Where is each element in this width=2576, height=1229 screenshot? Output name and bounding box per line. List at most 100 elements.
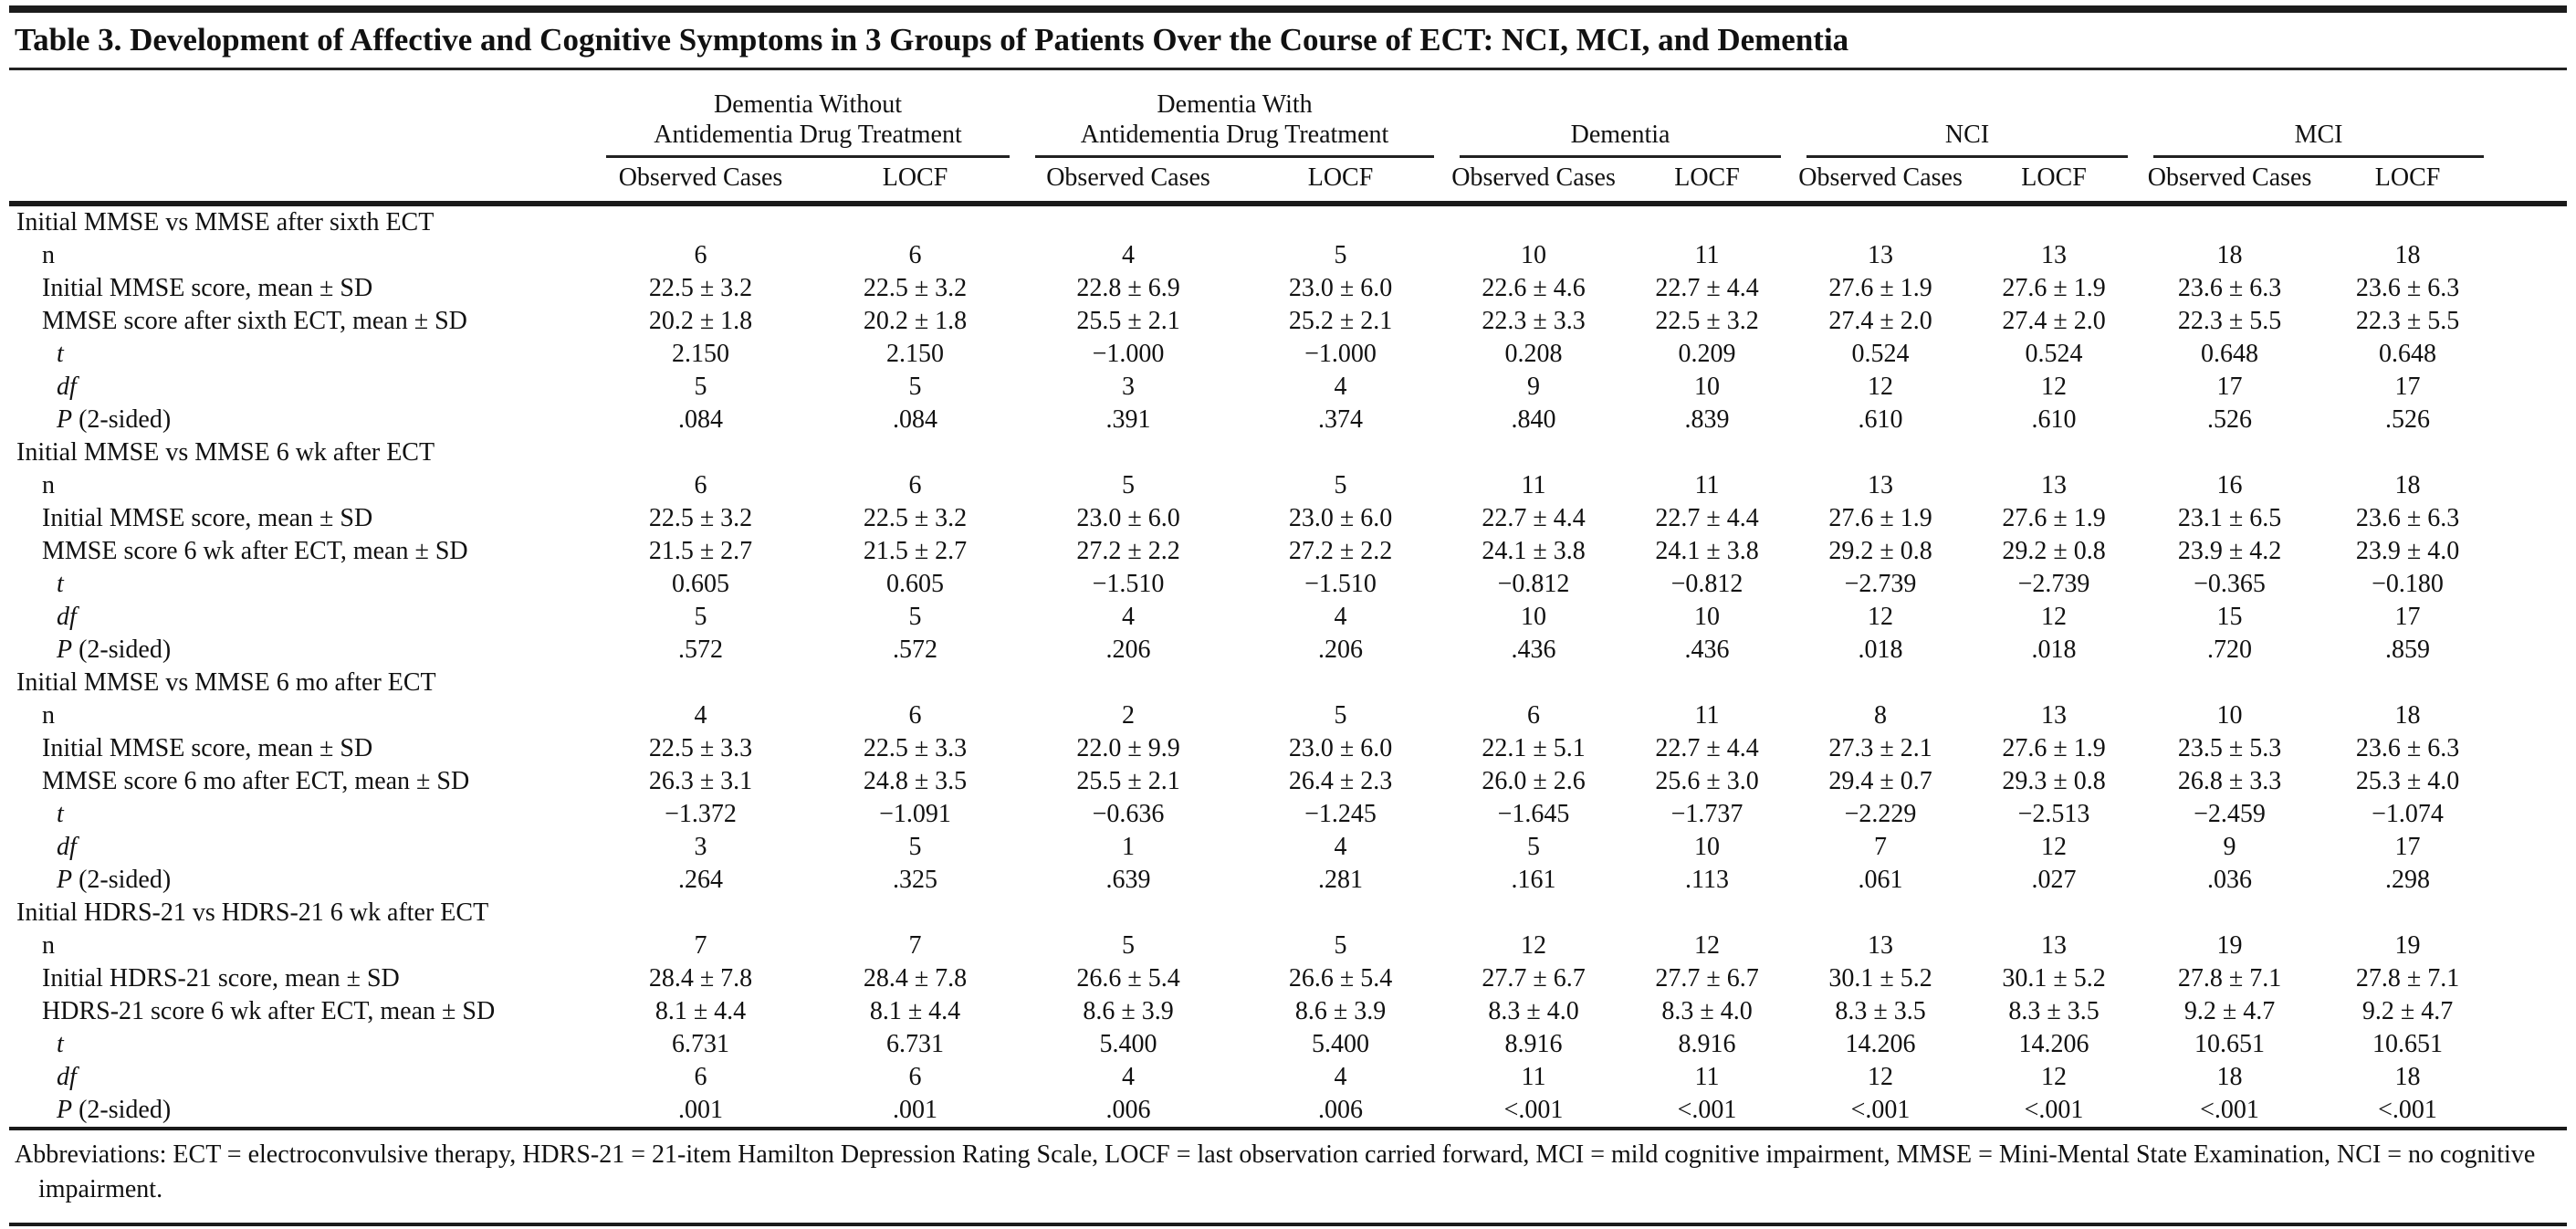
data-row: HDRS-21 score 6 wk after ECT, mean ± SD 8…	[9, 995, 2567, 1028]
value-cell: −2.229	[1844, 799, 1917, 828]
row-label: Initial MMSE score, mean ± SD	[42, 503, 373, 532]
value-cell: 5.400	[1099, 1029, 1157, 1058]
group-label-line2: Antidementia Drug Treatment	[1080, 121, 1389, 150]
value-cell: 8.6 ± 3.9	[1294, 996, 1387, 1025]
value-cell: 27.6 ± 1.9	[2002, 503, 2106, 532]
spacer-cell	[2497, 962, 2567, 995]
value-cell: 18	[2216, 240, 2243, 269]
value-cell: .840	[1511, 404, 1556, 434]
value-cell: 23.9 ± 4.0	[2355, 536, 2460, 565]
value-cell: .526	[2207, 404, 2253, 434]
spacer-cell	[2497, 864, 2567, 897]
value-cell: 18	[2394, 700, 2421, 730]
subheader-observed-cases: Observed Cases	[2141, 158, 2319, 206]
value-cell: 13	[2041, 240, 2068, 269]
value-cell: 0.208	[1504, 339, 1563, 368]
spacer-cell	[2497, 469, 2567, 502]
value-cell: −0.365	[2194, 569, 2266, 598]
value-cell: .281	[1318, 865, 1364, 894]
value-cell: 4	[1122, 1062, 1136, 1091]
value-cell: 27.4 ± 2.0	[2002, 306, 2106, 335]
row-label: df	[57, 1062, 77, 1091]
value-cell: 11	[1694, 470, 1720, 499]
value-cell: 3	[694, 832, 707, 861]
value-cell: −1.000	[1092, 339, 1165, 368]
value-cell: 22.5 ± 3.2	[648, 273, 753, 302]
value-cell: 27.2 ± 2.2	[1288, 536, 1393, 565]
value-cell: 27.6 ± 1.9	[1828, 273, 1932, 302]
value-cell: 12	[2041, 832, 2068, 861]
value-cell: 4	[694, 700, 707, 730]
value-cell: 15	[2216, 602, 2243, 631]
value-cell: −1.510	[1092, 569, 1165, 598]
value-cell: 12	[1868, 602, 1894, 631]
value-cell: .001	[678, 1095, 723, 1124]
subheader-locf: LOCF	[1967, 158, 2141, 206]
row-label: df	[57, 372, 77, 401]
value-cell: 20.2 ± 1.8	[648, 306, 753, 335]
value-cell: −1.000	[1304, 339, 1377, 368]
spacer-cell	[2497, 338, 2567, 371]
value-cell: 27.8 ± 7.1	[2177, 963, 2282, 993]
table-header: Dementia Without Antidementia Drug Treat…	[9, 70, 2568, 206]
value-cell: 23.0 ± 6.0	[1076, 503, 1180, 532]
value-cell: 23.9 ± 4.2	[2177, 536, 2282, 565]
subheader-locf: LOCF	[1620, 158, 1795, 206]
data-row: t −1.372 −1.091 −0.636 −1.245 −1.645 −1.737 −2.…	[9, 798, 2567, 831]
value-cell: 23.0 ± 6.0	[1288, 733, 1393, 762]
value-cell: 10	[1694, 372, 1721, 401]
value-cell: 2	[1122, 700, 1136, 730]
value-cell: 7	[908, 930, 922, 960]
value-cell: 3	[1122, 372, 1136, 401]
value-cell: 13	[2041, 930, 2068, 960]
value-cell: .526	[2385, 404, 2431, 434]
value-cell: 12	[1694, 930, 1721, 960]
value-cell: 19	[2216, 930, 2243, 960]
value-cell: −0.812	[1670, 569, 1744, 598]
value-cell: 0.605	[886, 569, 944, 598]
row-label: HDRS-21 score 6 wk after ECT, mean ± SD	[42, 996, 496, 1025]
value-cell: .374	[1318, 404, 1364, 434]
value-cell: 12	[1868, 1062, 1894, 1091]
table-body: Initial MMSE vs MMSE after sixth ECT n 6 6 4…	[9, 204, 2567, 1127]
group-header-dementia-without: Dementia Without Antidementia Drug Treat…	[593, 70, 1022, 158]
value-cell: 10	[1694, 832, 1721, 861]
row-label: n	[42, 700, 55, 730]
group-label-line1: Dementia With	[1157, 89, 1313, 119]
value-cell: <.001	[1503, 1095, 1564, 1124]
value-cell: 13	[2041, 470, 2068, 499]
value-cell: 22.5 ± 3.2	[1655, 306, 1759, 335]
spacer-cell	[2497, 634, 2567, 667]
section-label: Initial HDRS-21 vs HDRS-21 6 wk after EC…	[16, 898, 489, 927]
value-cell: −0.636	[1092, 799, 1165, 828]
value-cell: .027	[2031, 865, 2077, 894]
value-cell: 5	[908, 832, 922, 861]
value-cell: 6.731	[886, 1029, 944, 1058]
value-cell: 0.209	[1678, 339, 1736, 368]
value-cell: 18	[2394, 470, 2421, 499]
spacer-cell	[2497, 535, 2567, 568]
group-header-dementia: Dementia	[1447, 70, 1794, 158]
value-cell: 23.6 ± 6.3	[2177, 273, 2282, 302]
value-cell: 25.6 ± 3.0	[1655, 766, 1759, 795]
value-cell: 8.3 ± 4.0	[1488, 996, 1579, 1025]
row-label: MMSE score 6 mo after ECT, mean ± SD	[42, 766, 470, 795]
group-header-nci: NCI	[1794, 70, 2141, 158]
value-cell: 6	[908, 1062, 922, 1091]
value-cell: 9.2 ± 4.7	[2183, 996, 2276, 1025]
value-cell: 24.1 ± 3.8	[1482, 536, 1586, 565]
group-label-line2: Dementia	[1570, 121, 1670, 150]
value-cell: 5.400	[1312, 1029, 1370, 1058]
value-cell: 23.6 ± 6.3	[2355, 733, 2460, 762]
table-top-rule	[9, 5, 2567, 13]
value-cell: 22.5 ± 3.2	[863, 503, 968, 532]
row-label: P (2-sided)	[57, 1095, 172, 1124]
row-label: df	[57, 832, 77, 861]
data-row: n 4 6 2 5 6 11 8 13 10 18	[9, 699, 2567, 732]
abbreviations-text: Abbreviations: ECT = electroconvulsive t…	[15, 1140, 2536, 1204]
spacer-cell	[2497, 798, 2567, 831]
value-cell: .436	[1684, 635, 1730, 664]
section-header-row: Initial MMSE vs MMSE 6 mo after ECT	[9, 667, 2567, 699]
value-cell: 27.4 ± 2.0	[1828, 306, 1932, 335]
